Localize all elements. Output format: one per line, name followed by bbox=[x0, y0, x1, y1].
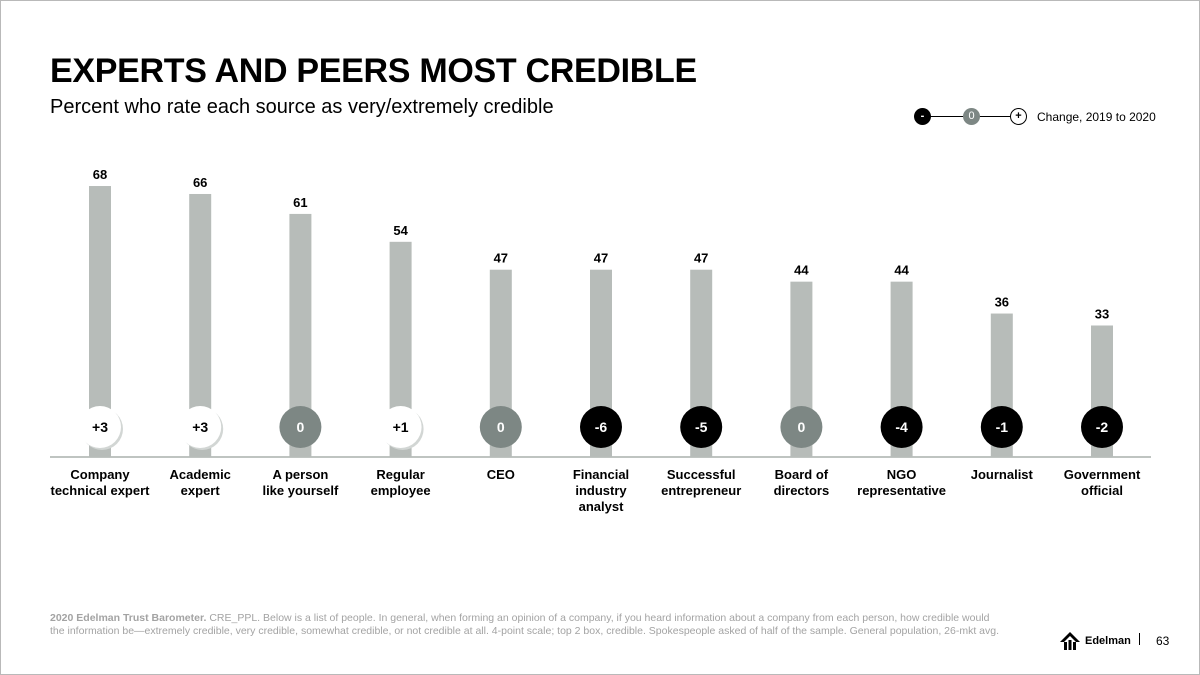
category-label-board-of-directors-line-1: Board of bbox=[775, 467, 829, 482]
bar-academic-expert bbox=[189, 193, 212, 458]
change-marker-a-person-like-yourself bbox=[279, 406, 322, 448]
category-label-successful-entrepreneur-line-2: entrepreneur bbox=[661, 483, 741, 498]
change-label-regular-employee: +1 bbox=[393, 419, 409, 435]
footnote: 2020 Edelman Trust Barometer. CRE_PPL. B… bbox=[50, 612, 1000, 638]
category-label-academic-expert-line-1: Academic bbox=[169, 467, 230, 482]
value-label-company-technical-expert: 68 bbox=[93, 167, 107, 182]
brand-name: Edelman bbox=[1085, 635, 1131, 647]
category-label-financial-industry-analyst-line-2: industry bbox=[575, 483, 627, 498]
change-label-a-person-like-yourself: 0 bbox=[297, 419, 305, 435]
category-label-ngo-representative-line-2: representative bbox=[857, 483, 946, 498]
category-label-ceo-line-1: CEO bbox=[487, 467, 515, 482]
category-label-government-official-line-1: Government bbox=[1064, 467, 1141, 482]
bar-a-person-like-yourself bbox=[289, 213, 312, 457]
category-label-financial-industry-analyst-line-3: analyst bbox=[579, 499, 624, 514]
value-label-financial-industry-analyst: 47 bbox=[594, 251, 608, 266]
edelman-logo-icon bbox=[1060, 632, 1080, 650]
change-label-company-technical-expert: +3 bbox=[92, 419, 108, 435]
category-label-regular-employee-line-2: employee bbox=[371, 483, 431, 498]
page-number: 63 bbox=[1156, 634, 1170, 648]
change-label-financial-industry-analyst: -6 bbox=[595, 419, 608, 435]
category-label-a-person-like-yourself-line-1: A person bbox=[272, 467, 328, 482]
page-title: EXPERTS AND PEERS MOST CREDIBLE bbox=[50, 52, 697, 90]
footnote-source: 2020 Edelman Trust Barometer. bbox=[50, 612, 207, 624]
legend-positive-marker: + bbox=[1010, 108, 1027, 125]
change-label-academic-expert: +3 bbox=[192, 419, 208, 435]
change-marker-government-official bbox=[1081, 406, 1123, 448]
footnote-text: CRE_PPL. Below is a list of people. In g… bbox=[50, 612, 1000, 637]
value-label-journalist: 36 bbox=[995, 295, 1009, 310]
footer-separator bbox=[1139, 633, 1140, 645]
change-marker-academic-expert bbox=[179, 406, 222, 448]
legend-negative-marker: - bbox=[914, 108, 931, 125]
legend-zero-marker: 0 bbox=[963, 108, 980, 125]
page-subtitle: Percent who rate each source as very/ext… bbox=[50, 96, 554, 118]
legend-label: Change, 2019 to 2020 bbox=[1037, 110, 1156, 124]
change-marker-successful-entrepreneur bbox=[680, 406, 723, 448]
change-marker-regular-employee bbox=[379, 406, 422, 448]
value-label-successful-entrepreneur: 47 bbox=[694, 251, 708, 266]
category-label-company-technical-expert-line-1: Company bbox=[70, 467, 130, 482]
value-label-ceo: 47 bbox=[494, 251, 508, 266]
category-label-company-technical-expert-line-2: technical expert bbox=[51, 483, 151, 498]
change-marker-ceo bbox=[479, 406, 522, 448]
change-label-ngo-representative: -4 bbox=[895, 419, 908, 435]
value-label-regular-employee: 54 bbox=[393, 223, 408, 238]
value-label-board-of-directors: 44 bbox=[794, 263, 809, 278]
change-label-successful-entrepreneur: -5 bbox=[695, 419, 708, 435]
category-label-a-person-like-yourself-line-2: like yourself bbox=[262, 483, 339, 498]
category-label-financial-industry-analyst-line-1: Financial bbox=[573, 467, 629, 482]
category-label-government-official-line-2: official bbox=[1081, 483, 1123, 498]
category-label-regular-employee-line-1: Regular bbox=[376, 467, 424, 482]
change-label-journalist: -1 bbox=[996, 419, 1009, 435]
change-label-ceo: 0 bbox=[497, 419, 505, 435]
change-legend: - 0 + Change, 2019 to 2020 bbox=[0, 0, 1200, 140]
category-label-successful-entrepreneur-line-1: Successful bbox=[667, 467, 736, 482]
change-marker-ngo-representative bbox=[880, 406, 923, 448]
bar-company-technical-expert bbox=[89, 186, 111, 457]
value-label-academic-expert: 66 bbox=[193, 175, 207, 190]
value-label-ngo-representative: 44 bbox=[894, 263, 909, 278]
change-marker-board-of-directors bbox=[780, 406, 823, 448]
value-label-a-person-like-yourself: 61 bbox=[293, 195, 307, 210]
change-marker-financial-industry-analyst bbox=[580, 406, 622, 448]
change-marker-journalist bbox=[980, 406, 1023, 448]
change-label-government-official: -2 bbox=[1096, 419, 1109, 435]
category-label-journalist-line-1: Journalist bbox=[971, 467, 1034, 482]
category-label-ngo-representative-line-1: NGO bbox=[887, 467, 917, 482]
category-label-academic-expert-line-2: expert bbox=[181, 483, 221, 498]
change-marker-company-technical-expert bbox=[79, 406, 121, 448]
category-label-board-of-directors-line-2: directors bbox=[774, 483, 830, 498]
value-label-government-official: 33 bbox=[1095, 306, 1109, 321]
change-label-board-of-directors: 0 bbox=[798, 419, 806, 435]
bar-regular-employee bbox=[389, 241, 412, 457]
